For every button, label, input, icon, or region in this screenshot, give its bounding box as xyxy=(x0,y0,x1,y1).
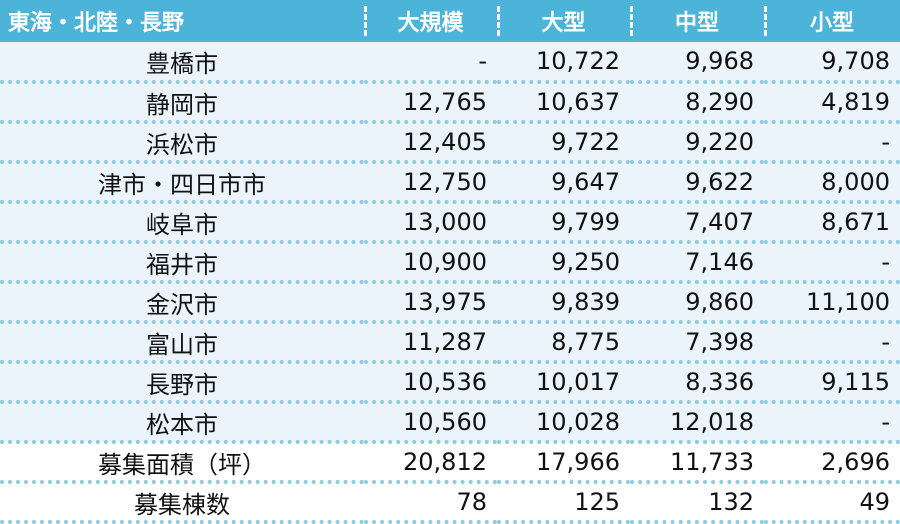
column-header-small: 小型 xyxy=(764,0,900,42)
cell-value: 4,819 xyxy=(764,82,900,124)
column-header-medium: 中型 xyxy=(630,0,764,42)
city-name: 静岡市 xyxy=(0,82,364,124)
cell-value: 49 xyxy=(764,482,900,524)
cell-value: 13,975 xyxy=(364,282,497,324)
cell-value: - xyxy=(364,42,497,84)
cell-value: 8,336 xyxy=(630,362,764,404)
cell-value: 11,100 xyxy=(764,282,900,324)
table-row: 長野市 10,536 10,017 8,336 9,115 xyxy=(0,362,900,404)
cell-value: 9,799 xyxy=(497,202,630,244)
city-name: 富山市 xyxy=(0,322,364,364)
cell-value: 9,250 xyxy=(497,242,630,284)
column-header-xlarge: 大規模 xyxy=(364,0,497,42)
cell-value: 8,000 xyxy=(764,162,900,204)
table-header-row: 東海・北陸・長野 大規模 大型 中型 小型 xyxy=(0,0,900,42)
cell-value: 7,407 xyxy=(630,202,764,244)
cell-value: 13,000 xyxy=(364,202,497,244)
column-header-large: 大型 xyxy=(497,0,630,42)
cell-value: 9,968 xyxy=(630,42,764,84)
cell-value: 7,146 xyxy=(630,242,764,284)
city-name: 松本市 xyxy=(0,402,364,444)
cell-value: 9,622 xyxy=(630,162,764,204)
cell-value: 12,765 xyxy=(364,82,497,124)
table-row: 福井市 10,900 9,250 7,146 - xyxy=(0,242,900,284)
cell-value: 9,839 xyxy=(497,282,630,324)
table-row: 松本市 10,560 10,028 12,018 - xyxy=(0,402,900,444)
cell-value: 10,017 xyxy=(497,362,630,404)
cell-value: 8,290 xyxy=(630,82,764,124)
table-row: 静岡市 12,765 10,637 8,290 4,819 xyxy=(0,82,900,124)
table-row: 金沢市 13,975 9,839 9,860 11,100 xyxy=(0,282,900,324)
table-row: 津市・四日市市 12,750 9,647 9,622 8,000 xyxy=(0,162,900,204)
cell-value: - xyxy=(764,402,900,444)
cell-value: 8,671 xyxy=(764,202,900,244)
cell-value: 2,696 xyxy=(764,442,900,484)
table-row: 豊橋市 - 10,722 9,968 9,708 xyxy=(0,42,900,84)
cell-value: 9,708 xyxy=(764,42,900,84)
cell-value: 10,560 xyxy=(364,402,497,444)
cell-value: 12,018 xyxy=(630,402,764,444)
city-name: 金沢市 xyxy=(0,282,364,324)
cell-value: 10,028 xyxy=(497,402,630,444)
cell-value: - xyxy=(764,242,900,284)
cell-value: 11,733 xyxy=(630,442,764,484)
cell-value: 10,536 xyxy=(364,362,497,404)
city-name: 福井市 xyxy=(0,242,364,284)
city-name: 津市・四日市市 xyxy=(0,162,364,204)
cell-value: 9,115 xyxy=(764,362,900,404)
cell-value: 7,398 xyxy=(630,322,764,364)
city-name: 豊橋市 xyxy=(0,42,364,84)
city-name: 浜松市 xyxy=(0,122,364,164)
cell-value: 125 xyxy=(497,482,630,524)
city-name: 岐阜市 xyxy=(0,202,364,244)
summary-label: 募集面積（坪） xyxy=(0,442,364,484)
summary-row-count: 募集棟数 78 125 132 49 xyxy=(0,482,900,524)
cell-value: 132 xyxy=(630,482,764,524)
cell-value: - xyxy=(764,322,900,364)
cell-value: - xyxy=(764,122,900,164)
cell-value: 12,750 xyxy=(364,162,497,204)
table-row: 岐阜市 13,000 9,799 7,407 8,671 xyxy=(0,202,900,244)
cell-value: 8,775 xyxy=(497,322,630,364)
cell-value: 9,860 xyxy=(630,282,764,324)
cell-value: 17,966 xyxy=(497,442,630,484)
cell-value: 10,900 xyxy=(364,242,497,284)
cell-value: 9,722 xyxy=(497,122,630,164)
cell-value: 11,287 xyxy=(364,322,497,364)
cell-value: 10,637 xyxy=(497,82,630,124)
cell-value: 78 xyxy=(364,482,497,524)
cell-value: 10,722 xyxy=(497,42,630,84)
summary-label: 募集棟数 xyxy=(0,482,364,524)
table-row: 富山市 11,287 8,775 7,398 - xyxy=(0,322,900,364)
region-header: 東海・北陸・長野 xyxy=(8,11,185,36)
cell-value: 12,405 xyxy=(364,122,497,164)
cell-value: 9,220 xyxy=(630,122,764,164)
table-row: 浜松市 12,405 9,722 9,220 - xyxy=(0,122,900,164)
cell-value: 9,647 xyxy=(497,162,630,204)
summary-row-area: 募集面積（坪） 20,812 17,966 11,733 2,696 xyxy=(0,442,900,484)
cell-value: 20,812 xyxy=(364,442,497,484)
city-name: 長野市 xyxy=(0,362,364,404)
